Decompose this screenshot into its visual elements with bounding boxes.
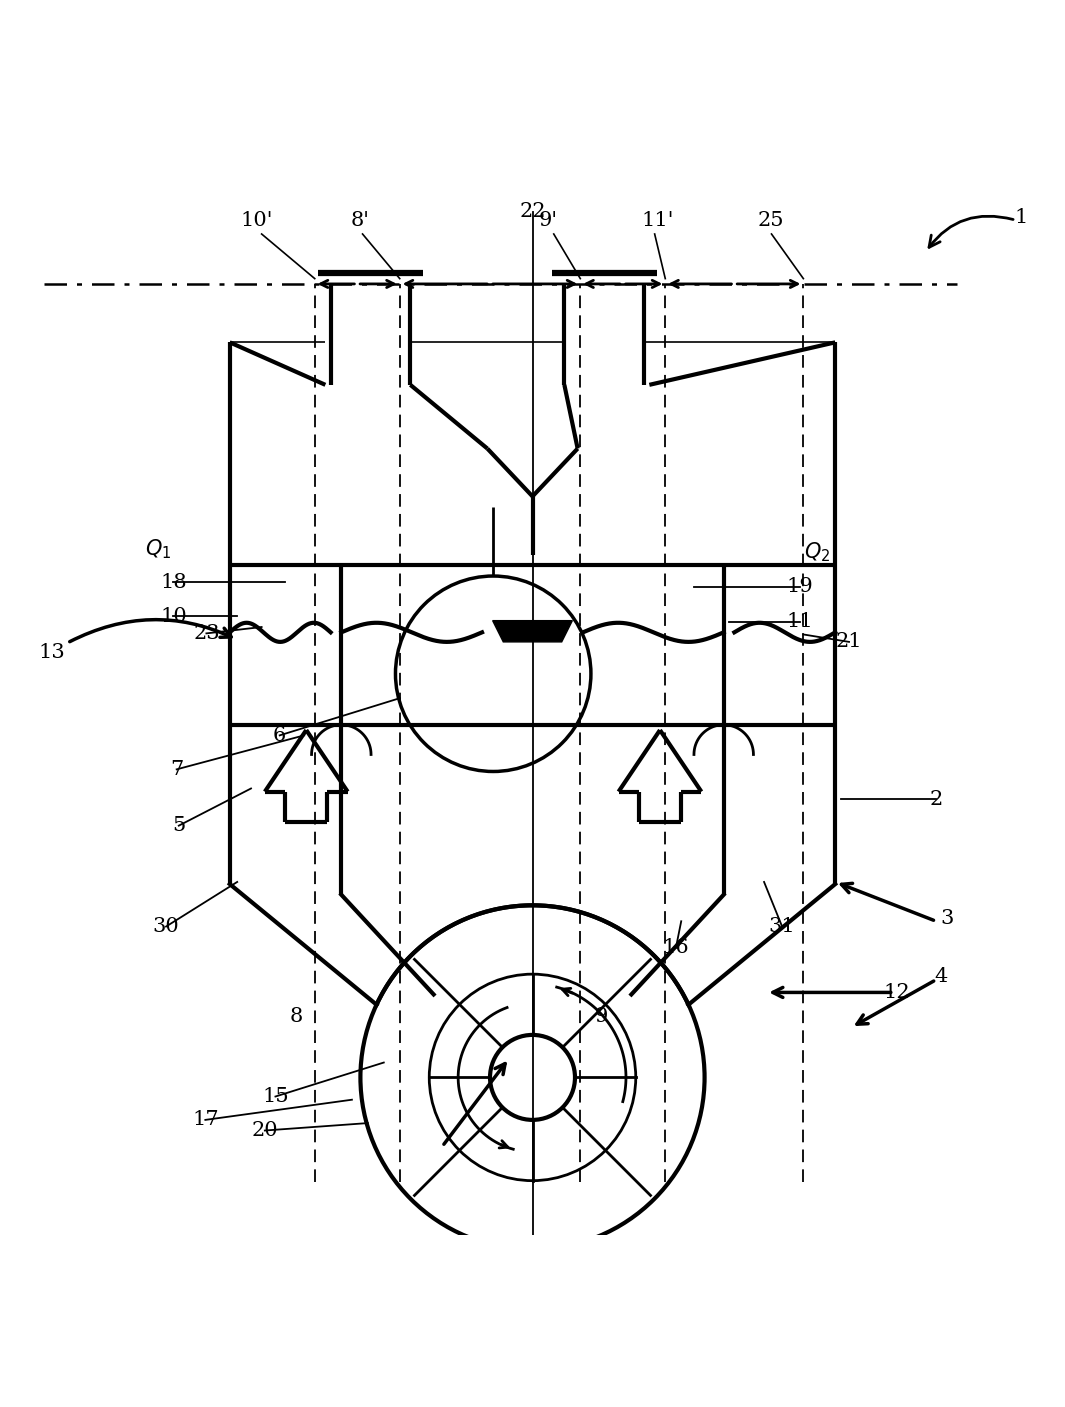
Text: 30: 30 bbox=[152, 917, 179, 936]
Text: 31: 31 bbox=[769, 917, 796, 936]
Text: 11': 11' bbox=[641, 211, 674, 229]
Text: $Q_2$: $Q_2$ bbox=[804, 540, 831, 564]
Text: 11: 11 bbox=[787, 612, 814, 632]
Text: 6: 6 bbox=[273, 726, 286, 744]
Text: 3: 3 bbox=[940, 909, 953, 927]
Text: 25: 25 bbox=[757, 211, 784, 229]
Text: 20: 20 bbox=[251, 1121, 278, 1140]
Text: 17: 17 bbox=[192, 1110, 218, 1130]
Text: 18: 18 bbox=[160, 573, 186, 592]
Text: 2: 2 bbox=[930, 789, 943, 809]
Text: 4: 4 bbox=[935, 967, 948, 986]
Text: 12: 12 bbox=[884, 983, 911, 1002]
Text: 23: 23 bbox=[193, 623, 219, 643]
Text: $Q_1$: $Q_1$ bbox=[146, 537, 171, 561]
Text: 10: 10 bbox=[160, 606, 186, 626]
Text: 5: 5 bbox=[173, 816, 185, 836]
Text: 15: 15 bbox=[262, 1088, 289, 1106]
Text: 9: 9 bbox=[595, 1007, 608, 1026]
Text: 9': 9' bbox=[539, 211, 558, 229]
Text: 19: 19 bbox=[787, 577, 814, 597]
Text: 8': 8' bbox=[351, 211, 370, 229]
Text: 1: 1 bbox=[1015, 207, 1028, 227]
Text: 7: 7 bbox=[170, 760, 183, 779]
Polygon shape bbox=[493, 620, 572, 642]
Text: 10': 10' bbox=[240, 211, 273, 229]
Text: 21: 21 bbox=[836, 632, 863, 651]
Text: 8: 8 bbox=[290, 1007, 304, 1026]
Text: 16: 16 bbox=[662, 938, 689, 957]
Text: 13: 13 bbox=[38, 643, 65, 663]
Text: 22: 22 bbox=[520, 203, 545, 221]
